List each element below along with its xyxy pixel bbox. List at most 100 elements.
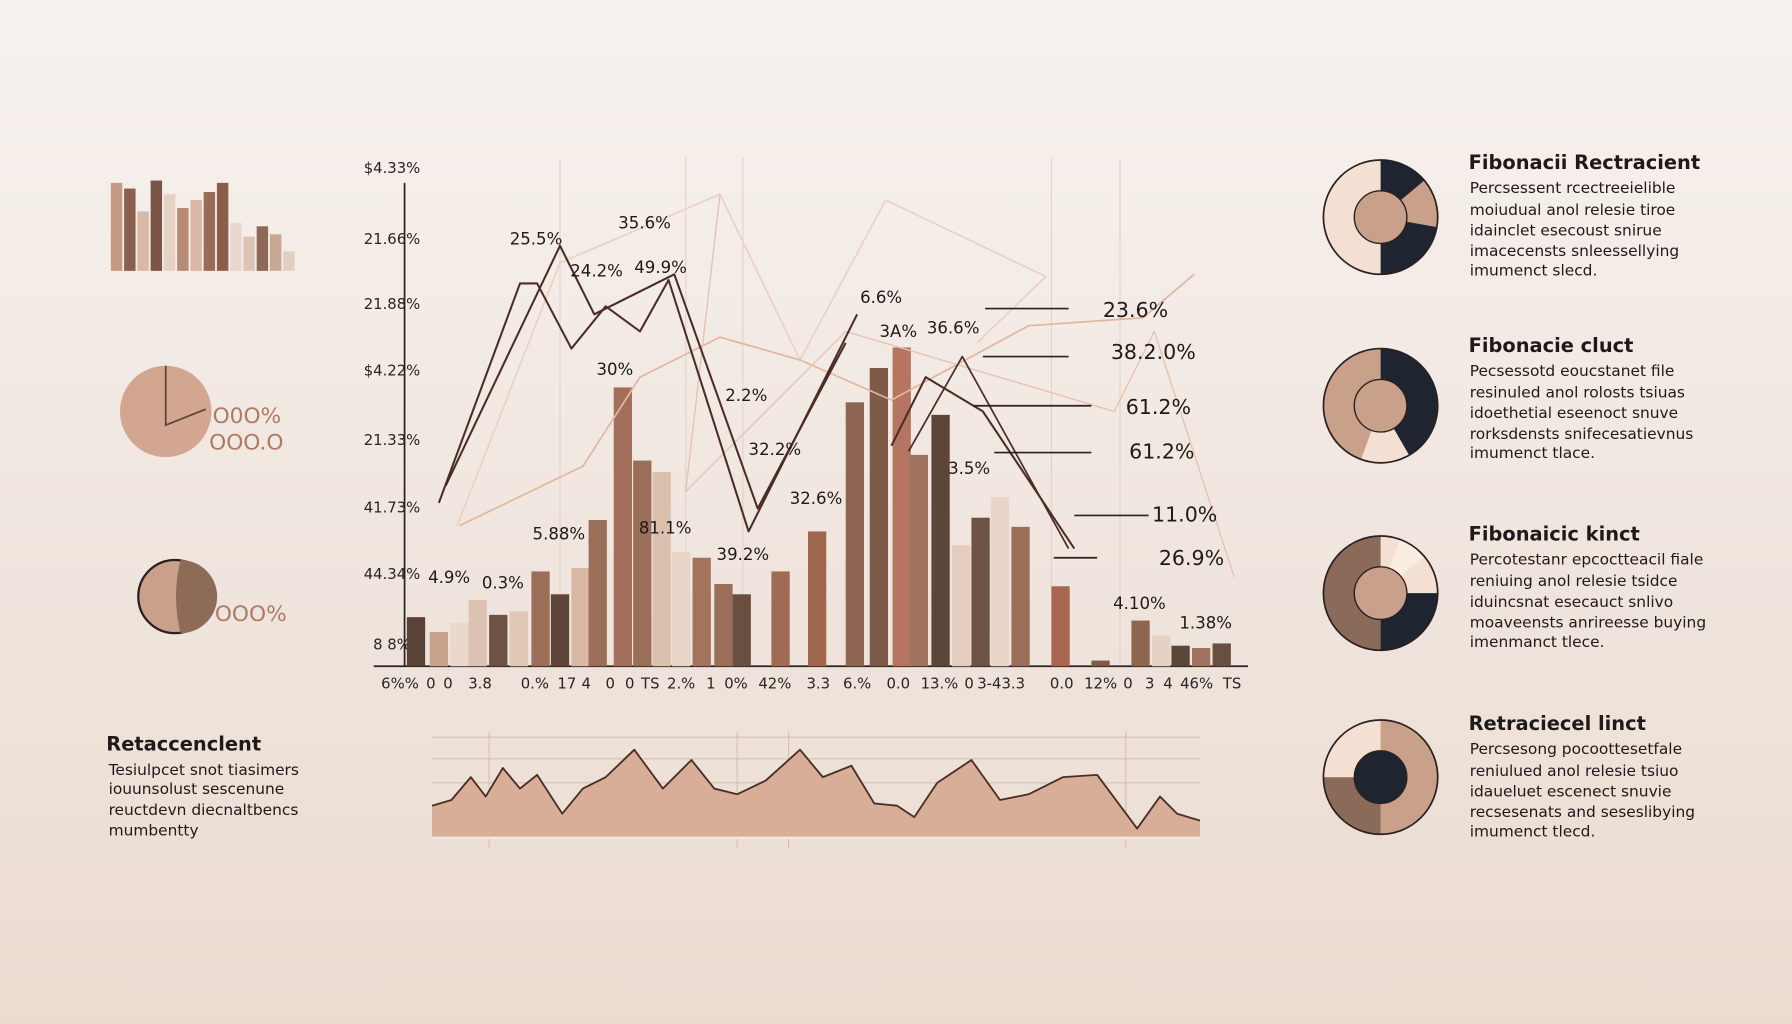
x-tick-label: 6%%	[381, 675, 419, 693]
annotation: 6.6%	[860, 288, 902, 307]
note-line: Tesiulpcet snot tiasimers	[108, 761, 299, 779]
y-tick-label: 21.88%	[364, 295, 421, 313]
bar	[990, 497, 1010, 667]
mini-bar	[137, 211, 149, 271]
y-tick-label: 21.66%	[364, 230, 421, 248]
note-title: Retaccenclent	[106, 733, 261, 756]
x-tick-label: 0%	[724, 675, 748, 693]
x-tick-label: 0	[426, 675, 435, 693]
donut-segment	[1323, 348, 1381, 463]
x-tick-label: 17	[557, 675, 576, 693]
bar	[468, 600, 487, 667]
price-line	[437, 278, 859, 533]
bar	[909, 454, 928, 667]
bar	[892, 347, 911, 667]
mini-bar	[124, 188, 136, 271]
bar	[952, 545, 971, 667]
panel-line: rorksdensts snifecesatievnus	[1470, 425, 1694, 443]
bar	[808, 531, 827, 667]
panel-line: reniulued anol relesie tsiuo	[1470, 762, 1679, 780]
bar	[652, 472, 671, 667]
donut-center	[1353, 190, 1408, 245]
panel-line: resinuled anol rolosts tsiuas	[1470, 384, 1685, 402]
annotation: 32.2%	[749, 440, 802, 459]
panel-line: imumenct tlace.	[1470, 444, 1595, 462]
bar	[571, 568, 590, 667]
trend-line	[685, 194, 1235, 578]
annotation: 39.2%	[717, 545, 770, 564]
bar	[406, 617, 426, 667]
panel-title: Fibonacii Rectracient	[1469, 151, 1701, 174]
x-tick-label: 3	[1145, 675, 1154, 693]
area-fill	[432, 749, 1200, 838]
level-label: 26.9%	[1159, 546, 1224, 570]
donut-center	[1353, 566, 1408, 621]
bar	[450, 622, 469, 667]
panel-line: moiudual anol relesie tiroe	[1470, 201, 1676, 219]
annotation: 5.88%	[533, 524, 586, 543]
mini-bar	[150, 180, 163, 271]
y-tick-label: 21.33%	[364, 431, 421, 449]
annotation: 0.3%	[482, 573, 524, 592]
note-line: iouunsolust sescenune	[109, 780, 285, 798]
x-tick-label: TS	[640, 675, 660, 693]
y-tick-label: 44.34%	[364, 565, 421, 583]
panel-line: moaveensts anrireesse buying	[1470, 613, 1706, 631]
area-line	[431, 748, 1201, 830]
mini-bar	[216, 182, 229, 271]
bar	[1051, 586, 1070, 667]
y-tick-label: 41.73%	[364, 499, 421, 517]
bar	[732, 594, 751, 667]
price-line	[907, 355, 1070, 549]
annotation: 25.5%	[510, 230, 563, 249]
bar	[613, 387, 632, 667]
x-tick-label: 0.0	[1050, 675, 1074, 693]
x-tick-label: 0	[443, 675, 452, 693]
mini-bar	[163, 194, 176, 271]
bar	[1192, 648, 1211, 667]
x-tick-label: 0	[1123, 675, 1132, 693]
bar	[1152, 635, 1171, 667]
annotation: 36.6%	[927, 319, 980, 338]
annotation: 30%	[596, 360, 633, 379]
mini-bar	[269, 234, 282, 271]
panel-title: Fibonaicic kinct	[1469, 522, 1640, 545]
annotation: 35.6%	[618, 214, 671, 233]
annotation: 1.38%	[1179, 613, 1232, 632]
level-label: 61.2%	[1129, 440, 1194, 464]
bar	[971, 517, 990, 667]
bar	[588, 520, 607, 667]
x-tick-label: 3.3	[806, 675, 830, 693]
pie-label: O0O%	[213, 404, 282, 429]
x-tick-label: 0.%	[521, 675, 549, 693]
panel-line: idaueluet escenect snuvie	[1470, 783, 1672, 801]
mini-bar	[243, 236, 255, 271]
bar	[1131, 620, 1150, 667]
annotation: 3.5%	[948, 459, 990, 478]
panel-line: Percsesong pocoottesetfale	[1470, 740, 1682, 758]
bar	[1171, 645, 1190, 667]
panel-line: imenmanct tlece.	[1470, 633, 1605, 651]
level-label: 61.2%	[1126, 395, 1191, 419]
trend-line	[459, 273, 1195, 527]
donut-segment	[1361, 405, 1410, 463]
note-line: mumbentty	[109, 821, 199, 839]
pie-label: OOO.O	[209, 430, 283, 455]
panel-line: iduincsnat esecauct snlivo	[1470, 593, 1673, 611]
x-tick-label: 0.0	[886, 675, 910, 693]
bar	[1091, 660, 1110, 667]
x-tick-label: 2.%	[667, 675, 695, 693]
x-tick-label: 12%	[1084, 675, 1117, 693]
panel-line: imumenct tlecd.	[1470, 823, 1596, 841]
panel-line: Percotestanr epcoctteacil fiale	[1470, 550, 1704, 568]
donut-center	[1353, 750, 1408, 805]
level-label: 11.0%	[1152, 502, 1217, 526]
x-tick-label: 42%	[758, 675, 791, 693]
y-tick-label: 8 8%	[373, 636, 411, 654]
bar	[1212, 643, 1231, 667]
x-tick-label: 4	[582, 675, 591, 693]
x-tick-label: TS	[1222, 675, 1242, 693]
donut-segment	[1323, 536, 1381, 651]
annotation: 81.1%	[639, 519, 692, 538]
